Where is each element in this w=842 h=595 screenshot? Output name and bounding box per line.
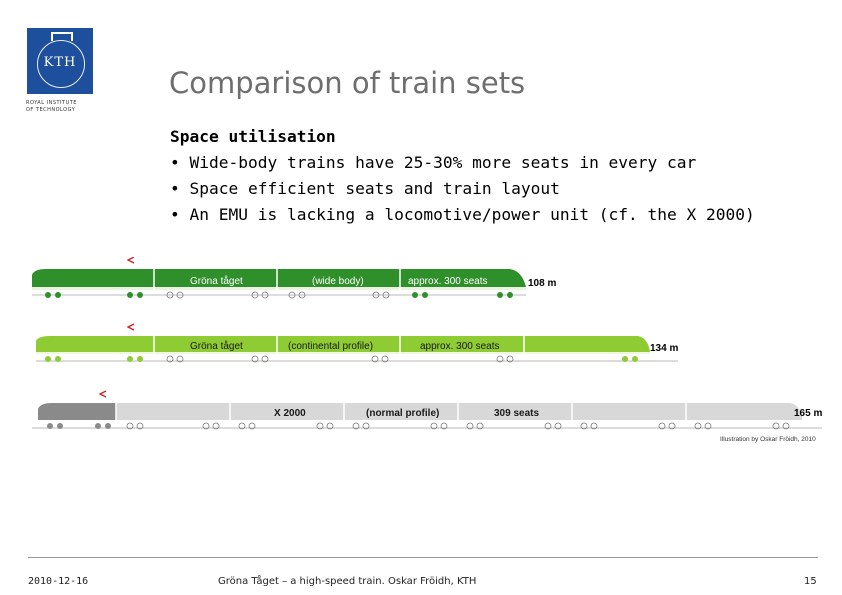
- train-stripe: [32, 287, 526, 290]
- car-label: approx. 300 seats: [408, 276, 488, 287]
- car-label: 309 seats: [494, 408, 539, 419]
- kth-logo: KTH: [27, 28, 93, 94]
- train-body: [32, 269, 526, 290]
- bullet-item: • Wide-body trains have 25-30% more seat…: [170, 153, 697, 172]
- slide-title: Comparison of train sets: [169, 66, 526, 100]
- train-body: [116, 403, 802, 420]
- train-stripe: [36, 352, 650, 354]
- train-x2000-normal-profile: X 2000 (normal profile) 309 seats 165 m: [32, 390, 822, 430]
- bullet-item: • Space efficient seats and train layout: [170, 179, 560, 198]
- train-wide-body: Gröna tåget (wide body) approx. 300 seat…: [32, 257, 556, 299]
- car-label: (wide body): [312, 276, 364, 287]
- logo-caption-line1: ROYAL INSTITUTE: [26, 100, 77, 106]
- car-label: (normal profile): [366, 408, 439, 419]
- page-number: 15: [804, 576, 817, 587]
- footer-title: Gröna Tåget – a high-speed train. Oskar …: [218, 576, 477, 587]
- wheels: [45, 356, 638, 362]
- train-body: [36, 336, 650, 354]
- pantograph-icon: [98, 390, 107, 398]
- train-length: 165 m: [794, 408, 822, 419]
- pantograph-icon: [126, 323, 135, 331]
- logo-text: KTH: [43, 55, 77, 70]
- train-comparison-illustration: Gröna tåget (wide body) approx. 300 seat…: [32, 257, 822, 443]
- slide-content: Space utilisation • Wide-body trains hav…: [170, 124, 755, 228]
- car-label: Gröna tåget: [190, 340, 243, 352]
- train-length: 134 m: [650, 343, 678, 354]
- footer-date: 2010-12-16: [28, 576, 89, 587]
- car-label: X 2000: [274, 408, 306, 419]
- car-label: approx. 300 seats: [420, 341, 500, 352]
- wheels: [45, 292, 513, 298]
- bullet-item: • An EMU is lacking a locomotive/power u…: [170, 205, 755, 224]
- train-continental-profile: Gröna tåget (continental profile) approx…: [36, 323, 678, 363]
- crown-icon: [51, 32, 73, 41]
- pantograph-icon: [126, 257, 135, 264]
- car-label: Gröna tåget: [190, 275, 243, 287]
- illustration-credit: Illustration by Oskar Fröidh, 2010: [720, 436, 816, 443]
- logo-seal-ring: [37, 40, 85, 88]
- content-heading: Space utilisation: [170, 127, 336, 146]
- locomotive-body: [38, 403, 116, 420]
- car-label: (continental profile): [288, 341, 373, 352]
- logo-caption: ROYAL INSTITUTE OF TECHNOLOGY: [26, 100, 96, 114]
- train-length: 108 m: [528, 278, 556, 289]
- locomotive-wheels: [47, 423, 111, 429]
- footer-divider: [28, 557, 818, 558]
- logo-caption-line2: OF TECHNOLOGY: [26, 107, 76, 113]
